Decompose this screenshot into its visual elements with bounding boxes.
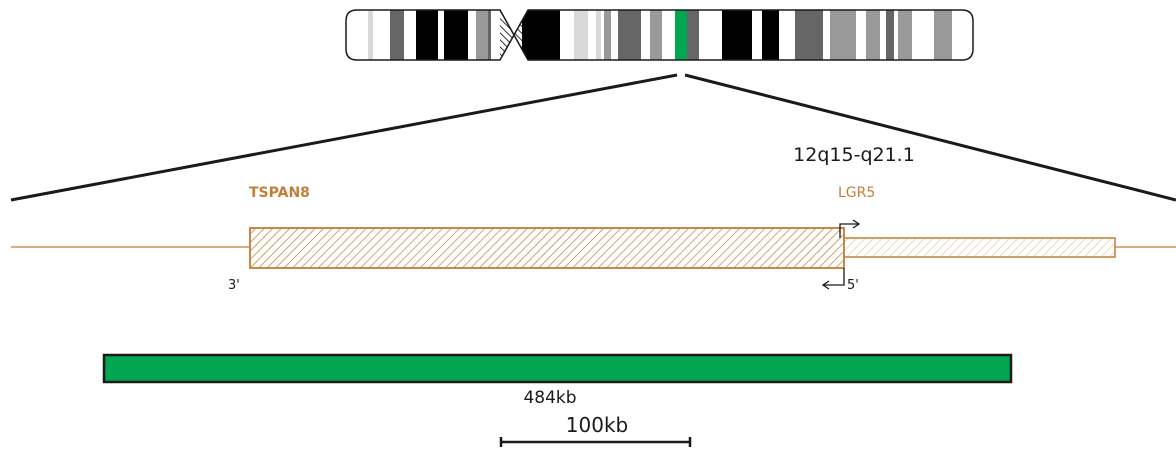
chromosome-q-arm-outline — [513, 9, 974, 61]
gene-box-lgr5-hatch — [842, 237, 1116, 258]
zoom-line-right — [684, 73, 1176, 202]
deletion-bar — [102, 353, 1013, 384]
tspan8-transcription-arrow — [821, 268, 845, 290]
lgr5-transcription-arrow — [839, 219, 861, 238]
gene-label-tspan8: TSPAN8 — [249, 185, 310, 201]
zoom-line-left — [10, 73, 678, 202]
chromosome-p-arm-outline — [345, 9, 515, 61]
chromosome-q-arm — [514, 10, 973, 60]
region-label: 12q15-q21.1 — [793, 144, 915, 166]
gene-label-lgr5: LGR5 — [838, 185, 875, 201]
three-prime-label: 3' — [228, 278, 240, 293]
five-prime-label: 5' — [847, 278, 859, 293]
scale-bar-label: 100kb — [566, 413, 628, 437]
gene-box-tspan8-hatch — [249, 227, 845, 269]
chromosome-ideogram — [345, 9, 974, 61]
deletion-size-label: 484kb — [523, 388, 576, 408]
chromosome-p-arm — [346, 10, 514, 60]
scale-bar — [499, 437, 692, 447]
